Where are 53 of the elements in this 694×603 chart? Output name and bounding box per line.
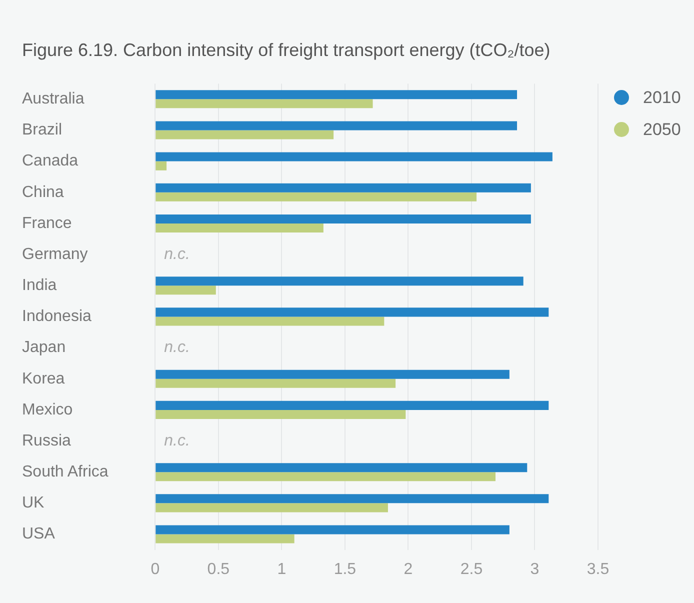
x-tick-label: 3.5 — [586, 560, 610, 578]
bar — [156, 286, 216, 295]
bar — [156, 463, 528, 472]
bar — [156, 192, 477, 202]
bar — [156, 152, 552, 162]
bar — [156, 472, 496, 482]
y-tick-label: Germany — [22, 246, 88, 263]
bar — [156, 525, 510, 534]
y-tick-label: USA — [22, 526, 56, 543]
y-tick-label: China — [22, 184, 64, 201]
bar — [156, 370, 510, 379]
bar — [156, 494, 549, 504]
x-tick-label: 2 — [404, 560, 413, 578]
annotation: n.c. — [164, 339, 190, 356]
y-tick-label: Australia — [22, 90, 84, 108]
y-tick-label: Indonesia — [22, 308, 92, 326]
y-tick-label: Korea — [22, 370, 65, 388]
x-tick-label: 0 — [150, 560, 160, 578]
bar — [156, 99, 373, 108]
bar — [156, 121, 518, 130]
legend-label: 2010 — [643, 88, 681, 108]
y-tick-label: South Africa — [22, 464, 108, 481]
x-tick-label: 2.5 — [460, 560, 483, 578]
y-tick-label: Japan — [22, 339, 66, 356]
bar — [156, 214, 531, 224]
bar — [156, 183, 531, 192]
bar — [156, 276, 524, 286]
bar — [156, 400, 549, 410]
annotation: n.c. — [164, 432, 190, 450]
y-tick-label: Canada — [22, 152, 78, 170]
bar — [156, 130, 334, 140]
y-tick-label: Brazil — [22, 122, 62, 139]
bar — [156, 161, 167, 170]
bar — [156, 410, 406, 419]
y-tick-label: India — [22, 277, 57, 294]
y-tick-label: UK — [22, 494, 45, 512]
y-tick-label: Mexico — [22, 401, 73, 418]
bar — [156, 90, 518, 100]
y-tick-label: Russia — [22, 432, 72, 450]
bar — [156, 316, 384, 326]
x-tick-label: 3 — [530, 560, 540, 578]
bar — [156, 534, 294, 544]
bar — [156, 308, 549, 317]
bar — [156, 378, 396, 388]
x-tick-label: 0.5 — [207, 560, 230, 578]
x-tick-label: 1 — [277, 560, 286, 578]
y-tick-label: France — [22, 214, 72, 232]
bar — [156, 223, 324, 232]
x-tick-label: 1.5 — [334, 560, 356, 578]
annotation: n.c. — [164, 246, 190, 263]
bar — [156, 503, 388, 512]
legend-label: 2050 — [643, 120, 681, 140]
chart-title: Figure 6.19. Carbon intensity of freight transport energy (tCO₂/toe) — [22, 40, 550, 60]
